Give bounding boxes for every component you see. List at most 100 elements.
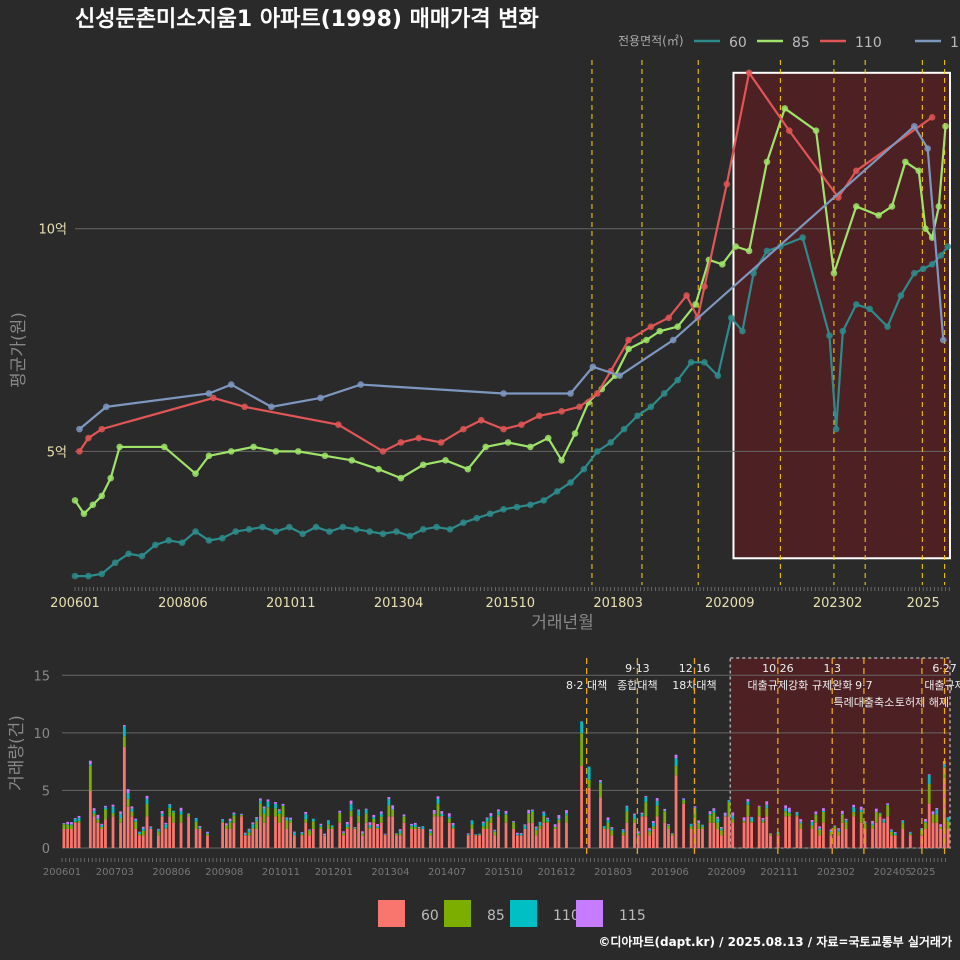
data-point-85 bbox=[227, 448, 235, 455]
volume-bar-60 bbox=[262, 822, 266, 848]
data-point-115 bbox=[589, 363, 597, 371]
volume-bar-60 bbox=[258, 816, 262, 848]
volume-bar-60 bbox=[232, 822, 236, 848]
volume-bar-115 bbox=[466, 833, 470, 835]
volume-bar-110 bbox=[890, 830, 893, 832]
data-point-85 bbox=[527, 443, 534, 451]
volume-legend-label-110: 110 bbox=[553, 908, 580, 924]
data-point-60 bbox=[326, 528, 333, 535]
volume-bar-115 bbox=[719, 826, 723, 829]
volume-bar-60 bbox=[497, 816, 500, 848]
volume-bar-85 bbox=[565, 815, 568, 823]
volume-bar-110 bbox=[523, 825, 527, 829]
volume-bar-60 bbox=[587, 787, 591, 848]
volume-bar-110 bbox=[172, 810, 175, 813]
volume-bar-110 bbox=[602, 826, 606, 829]
data-point-60 bbox=[594, 448, 601, 455]
volume-bar-115 bbox=[432, 810, 436, 814]
volume-bar-60 bbox=[648, 835, 651, 848]
volume-bar-60 bbox=[338, 822, 342, 848]
data-point-110 bbox=[558, 408, 565, 415]
volume-bar-85 bbox=[111, 812, 115, 817]
volume-bar-110 bbox=[138, 831, 141, 834]
volume-bar-110 bbox=[327, 820, 330, 825]
volume-bar-115 bbox=[935, 807, 939, 810]
volume-bar-60 bbox=[481, 829, 485, 848]
event-annotation: 9·7 bbox=[855, 679, 873, 692]
volume-bar-60 bbox=[410, 829, 413, 848]
volume-bar-85 bbox=[886, 805, 890, 817]
volume-bar-115 bbox=[546, 817, 549, 820]
volume-bar-60 bbox=[519, 835, 523, 848]
volume-bar-60 bbox=[946, 829, 950, 848]
volume-bar-85 bbox=[878, 813, 882, 817]
volume-bar-85 bbox=[587, 779, 591, 788]
volume-bar-60 bbox=[757, 816, 761, 848]
volume-bar-60 bbox=[719, 835, 723, 848]
volume-bar-60 bbox=[395, 835, 398, 848]
data-point-85 bbox=[544, 434, 552, 442]
data-point-60 bbox=[701, 359, 708, 366]
volume-bar-110 bbox=[651, 823, 655, 827]
volume-bar-115 bbox=[852, 804, 856, 808]
legend-title: 전용면적(㎡) bbox=[618, 34, 684, 48]
volume-bar-110 bbox=[833, 825, 837, 827]
volume-bar-60 bbox=[156, 835, 160, 848]
volume-bar-60 bbox=[73, 822, 77, 848]
volume-bar-110 bbox=[304, 814, 308, 820]
volume-bar-85 bbox=[96, 819, 100, 823]
data-point-110 bbox=[379, 448, 387, 455]
volume-bar-60 bbox=[829, 835, 833, 848]
volume-bar-115 bbox=[557, 814, 561, 819]
volume-bar-110 bbox=[765, 804, 769, 809]
legend-label-115: 115 bbox=[950, 35, 960, 51]
volume-bar-85 bbox=[602, 828, 606, 829]
volume-bar-115 bbox=[648, 828, 651, 830]
volume-bar-85 bbox=[489, 817, 493, 823]
volume-bar-115 bbox=[372, 814, 376, 817]
volume-bar-110 bbox=[466, 834, 470, 836]
volume-legend-key-60 bbox=[378, 900, 405, 927]
volume-bar-110 bbox=[232, 813, 236, 816]
volume-bar-110 bbox=[221, 819, 224, 822]
volume-bar-115 bbox=[485, 817, 489, 819]
volume-x-tick-label: 200806 bbox=[152, 867, 190, 878]
volume-bar-60 bbox=[788, 816, 791, 848]
volume-bar-115 bbox=[122, 725, 126, 727]
data-point-110 bbox=[85, 434, 92, 442]
volume-bar-115 bbox=[788, 807, 791, 813]
volume-bar-60 bbox=[769, 835, 772, 848]
data-point-85 bbox=[745, 247, 753, 255]
volume-bar-110 bbox=[274, 803, 277, 809]
volume-bar-60 bbox=[833, 829, 837, 848]
data-point-85 bbox=[294, 448, 302, 455]
volume-bar-110 bbox=[198, 827, 202, 829]
volume-bar-115 bbox=[814, 811, 818, 815]
volume-bar-85 bbox=[693, 812, 697, 823]
volume-bar-60 bbox=[599, 797, 602, 848]
volume-bar-115 bbox=[262, 806, 266, 809]
data-point-85 bbox=[888, 203, 896, 210]
volume-x-tick-label: 201803 bbox=[594, 867, 632, 878]
volume-bar-85 bbox=[497, 814, 500, 817]
volume-bar-60 bbox=[221, 822, 224, 848]
volume-bar-115 bbox=[410, 823, 413, 826]
data-point-60 bbox=[928, 261, 936, 268]
volume-bar-60 bbox=[398, 835, 402, 848]
volume-bar-110 bbox=[708, 814, 712, 816]
data-point-115 bbox=[567, 390, 574, 397]
data-point-115 bbox=[102, 403, 110, 411]
x-tick-label: 201803 bbox=[593, 596, 643, 611]
data-point-110 bbox=[437, 439, 445, 446]
volume-bar-60 bbox=[701, 829, 704, 848]
volume-bar-60 bbox=[542, 822, 546, 848]
volume-bar-60 bbox=[697, 829, 701, 848]
volume-bar-85 bbox=[901, 823, 905, 829]
data-point-110 bbox=[852, 167, 860, 175]
volume-bar-110 bbox=[893, 832, 897, 836]
volume-bar-110 bbox=[485, 818, 489, 822]
volume-bar-110 bbox=[795, 812, 799, 816]
volume-bar-110 bbox=[251, 824, 255, 828]
data-point-85 bbox=[397, 474, 405, 482]
